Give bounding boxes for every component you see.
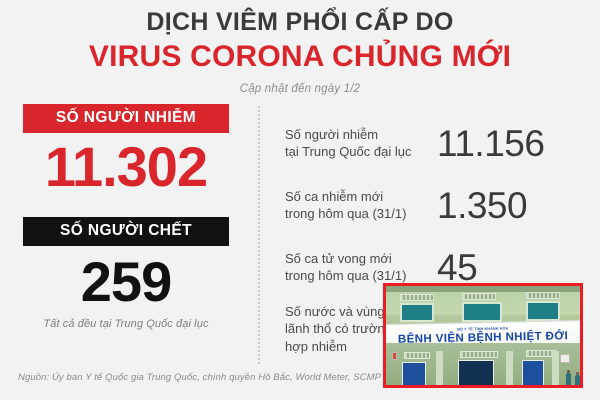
stat-row-new-cases: Số ca nhiễm mới trong hôm qua (31/1) 1.3…: [285, 174, 600, 236]
stat-block-infected: SỐ NGƯỜI NHIỄM 11.302: [0, 104, 252, 195]
stat-label-line-2: lãnh thổ có trường: [285, 321, 392, 337]
facade-vent: [462, 293, 496, 300]
hospital-photo: BỘ Y TẾ TỈNH KHÁNH HÒA BỆNH VIỆN BỆNH NH…: [383, 283, 583, 388]
entrance-door: [402, 362, 426, 385]
stat-row-label: Số người nhiễm tại Trung Quốc đại lục: [285, 126, 427, 160]
stat-label-line-1: Số ca tử vong mới: [285, 250, 392, 266]
stat-row-value: 1.350: [437, 184, 528, 226]
stat-label-line-1: Số ca nhiễm mới: [285, 188, 384, 204]
wall-plaque: [560, 354, 570, 363]
column-divider: [258, 106, 260, 364]
stat-label-line-1: Số nước và vùng: [285, 304, 385, 320]
facade-vent: [404, 352, 430, 359]
stat-row-infected-mainland: Số người nhiễm tại Trung Quốc đại lục 11…: [285, 112, 600, 174]
deaths-banner-label: SỐ NGƯỜI CHẾT: [23, 217, 229, 246]
stat-row-new-deaths: Số ca tử vong mới trong hôm qua (31/1) 4…: [285, 236, 600, 298]
building-roofline: [386, 286, 580, 292]
stat-row-value: 11.156: [437, 122, 545, 164]
facade-vent: [526, 292, 560, 299]
secondary-stats-column: Số người nhiễm tại Trung Quốc đại lục 11…: [285, 112, 600, 360]
entrance-door: [522, 360, 544, 385]
upper-window: [400, 303, 434, 322]
facade-pillar: [506, 351, 513, 385]
deaths-total-value: 259: [80, 250, 172, 313]
stat-row-label: Số ca nhiễm mới trong hôm qua (31/1): [285, 188, 427, 222]
facade-pillar: [436, 351, 443, 385]
stat-label-line-1: Số người nhiễm: [285, 126, 379, 142]
stat-row-label: Số nước và vùng lãnh thổ có trường hợp n…: [285, 303, 427, 354]
update-date-subtitle: Cập nhật đến ngày 1/2: [239, 82, 361, 95]
stat-label-line-2: trong hôm qua (31/1): [285, 206, 407, 221]
facade-vent: [400, 294, 434, 301]
stat-label-line-2: trong hôm qua (31/1): [285, 268, 407, 283]
source-credit: Nguồn: Ủy ban Y tế Quốc gia Trung Quốc, …: [18, 372, 382, 383]
stat-label-line-3: hợp nhiễm: [285, 338, 348, 354]
page-title-line-2: VIRUS CORONA CHỦNG MỚI: [88, 39, 512, 73]
person-figure: [575, 372, 580, 385]
stat-block-deaths: SỐ NGƯỜI CHẾT 259 Tất cả đều tại Trung Q…: [0, 217, 252, 330]
entrance-door: [458, 360, 494, 385]
stat-row-label: Số ca tử vong mới trong hôm qua (31/1): [285, 250, 427, 284]
facade-vent: [460, 351, 498, 358]
person-figure: [566, 370, 571, 385]
header: DỊCH VIÊM PHỔI CẤP DO VIRUS CORONA CHỦNG…: [0, 8, 600, 95]
infected-banner-label: SỐ NGƯỜI NHIỄM: [23, 104, 229, 133]
stat-row-value: 45: [437, 246, 478, 288]
primary-stats-column: SỐ NGƯỜI NHIỄM 11.302 SỐ NGƯỜI CHẾT 259 …: [0, 104, 252, 330]
stat-label-line-2: tại Trung Quốc đại lục: [285, 144, 412, 159]
deaths-note: Tất cả đều tại Trung Quốc đại lục: [43, 318, 209, 330]
wall-plaque: [392, 352, 397, 360]
infected-total-value: 11.302: [44, 135, 208, 198]
facade-pillar: [552, 351, 559, 385]
hospital-photo-content: BỘ Y TẾ TỈNH KHÁNH HÒA BỆNH VIỆN BỆNH NH…: [386, 286, 580, 385]
upper-window: [526, 301, 560, 321]
stat-row-countries-affected: Số nước và vùng lãnh thổ có trường hợp n…: [285, 298, 600, 360]
upper-window: [462, 302, 502, 322]
page-title-line-1: DỊCH VIÊM PHỔI CẤP DO: [146, 8, 454, 36]
